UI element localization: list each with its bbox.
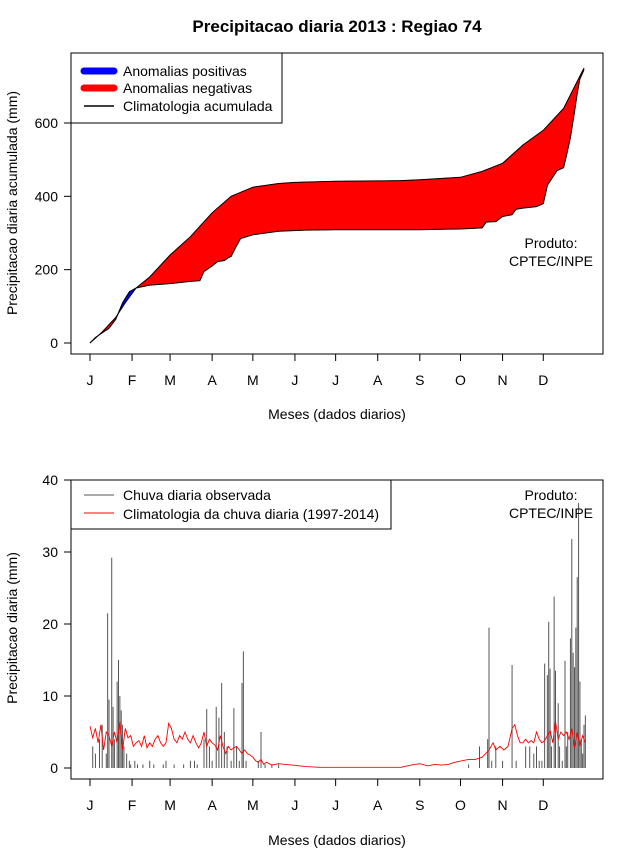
figure: Precipitacao diaria 2013 : Regiao 74 0 20… xyxy=(0,0,640,850)
y-tick-label: 200 xyxy=(35,262,59,278)
y-tick-label: 600 xyxy=(35,115,59,131)
y-axis: 0 10 20 30 40 xyxy=(42,472,71,776)
y-tick-label: 0 xyxy=(50,335,58,351)
x-tick-label: O xyxy=(455,797,466,813)
x-tick-label: M xyxy=(247,372,259,388)
x-tick-label: J xyxy=(291,372,298,388)
y-tick-label: 20 xyxy=(42,616,58,632)
x-tick-label: J xyxy=(332,372,339,388)
credit-line-2: CPTEC/INPE xyxy=(509,253,593,269)
x-tick-label: F xyxy=(128,797,137,813)
x-axis-label: Meses (dados diarios) xyxy=(268,406,406,422)
observed-daily-bars xyxy=(93,503,586,768)
chart-title: Precipitacao diaria 2013 : Regiao 74 xyxy=(192,17,482,36)
y-tick-label: 400 xyxy=(35,188,59,204)
x-tick-label: A xyxy=(373,372,383,388)
x-tick-label: M xyxy=(247,797,259,813)
x-tick-label: N xyxy=(498,372,508,388)
credit-line-1: Produto: xyxy=(525,235,578,251)
x-tick-label: S xyxy=(415,797,424,813)
legend: Chuva diaria observada Climatologia da c… xyxy=(71,480,391,529)
x-tick-label: A xyxy=(207,797,217,813)
x-tick-label: S xyxy=(415,372,424,388)
legend-label-positive: Anomalias positivas xyxy=(123,63,247,79)
y-tick-label: 30 xyxy=(42,544,58,560)
daily-chart: 0 10 20 30 40 J F M A M J J A S O N D Meses (dados diar… xyxy=(4,472,603,848)
y-tick-label: 10 xyxy=(42,688,58,704)
legend: Anomalias positivas Anomalias negativas … xyxy=(71,53,282,123)
y-tick-label: 0 xyxy=(50,760,58,776)
y-axis: 0 200 400 600 xyxy=(35,115,71,351)
legend-label-climatology-daily: Climatologia da chuva diaria (1997-2014) xyxy=(123,506,379,522)
x-tick-label: F xyxy=(128,372,137,388)
credit-line-1-bottom: Produto: xyxy=(525,487,578,503)
y-tick-label: 40 xyxy=(42,472,58,488)
x-axis-label: Meses (dados diarios) xyxy=(268,832,406,848)
x-tick-label: J xyxy=(87,372,94,388)
x-tick-label: A xyxy=(373,797,383,813)
accumulated-chart: 0 200 400 600 J F M A M J J A S O N D Meses (dados dia… xyxy=(4,53,603,422)
x-tick-label: N xyxy=(498,797,508,813)
x-tick-label: M xyxy=(164,372,176,388)
y-axis-label: Precipitacao diaria acumulada (mm) xyxy=(4,91,20,315)
x-tick-label: J xyxy=(291,797,298,813)
credit-line-2-bottom: CPTEC/INPE xyxy=(509,505,593,521)
legend-label-climatology: Climatologia acumulada xyxy=(123,98,273,114)
x-tick-label: D xyxy=(538,372,548,388)
x-tick-label: J xyxy=(332,797,339,813)
positive-anomaly-area xyxy=(90,288,136,343)
legend-label-negative: Anomalias negativas xyxy=(123,80,252,96)
x-tick-label: O xyxy=(455,372,466,388)
legend-label-observed: Chuva diaria observada xyxy=(123,487,271,503)
x-tick-label: J xyxy=(87,797,94,813)
climatology-daily-line xyxy=(90,721,585,767)
x-tick-label: M xyxy=(164,797,176,813)
x-tick-label: A xyxy=(207,372,217,388)
x-tick-label: D xyxy=(538,797,548,813)
y-axis-label: Precipitacao diaria (mm) xyxy=(4,552,20,704)
